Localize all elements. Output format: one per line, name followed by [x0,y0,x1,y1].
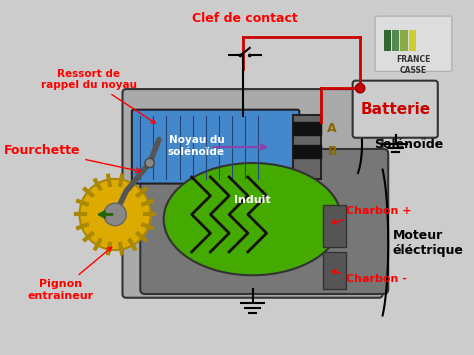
Text: Moteur
éléctrique: Moteur éléctrique [393,229,464,257]
Circle shape [80,179,151,250]
Text: Solénoïde: Solénoïde [374,138,443,151]
Bar [293,145,321,158]
Circle shape [356,83,365,93]
Text: Fourchette: Fourchette [4,144,141,173]
Text: Charbon -: Charbon - [332,270,407,284]
Bar [323,205,346,247]
Bar [392,30,400,51]
FancyBboxPatch shape [353,81,438,138]
FancyBboxPatch shape [122,89,383,298]
Text: Ressort de
rappel du noyau: Ressort de rappel du noyau [41,69,155,123]
Circle shape [104,203,126,226]
FancyBboxPatch shape [375,16,452,71]
Circle shape [238,54,242,57]
Bar [323,252,346,289]
Text: FRANCE
CASSE: FRANCE CASSE [396,55,431,75]
Bar [383,30,391,51]
Bar [293,122,321,135]
Text: B: B [328,145,337,158]
Ellipse shape [164,163,341,275]
Bar [409,30,416,51]
Circle shape [145,158,155,168]
Bar [293,115,321,179]
Text: Batterie: Batterie [361,102,431,117]
Text: Charbon +: Charbon + [332,207,411,224]
FancyBboxPatch shape [132,110,299,184]
Bar [401,30,408,51]
Text: Pignon
entraineur: Pignon entraineur [27,247,112,301]
Text: Clef de contact: Clef de contact [192,12,298,24]
Text: Noyau du
solénoïde: Noyau du solénoïde [168,135,225,157]
Circle shape [248,54,252,57]
Text: Induit: Induit [234,196,271,206]
FancyBboxPatch shape [140,149,388,294]
Text: A: A [328,122,337,135]
